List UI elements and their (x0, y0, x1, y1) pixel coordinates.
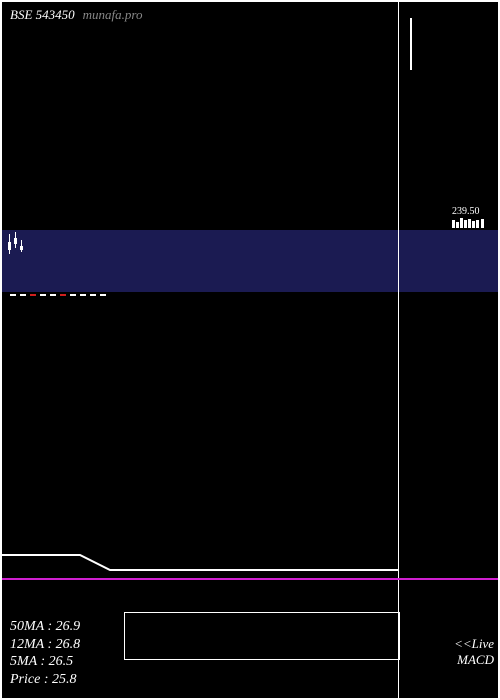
ticker-label: BSE 543450 (10, 7, 75, 22)
live-label: <<Live (454, 636, 494, 652)
candle (8, 242, 11, 250)
site-label: munafa.pro (83, 7, 143, 22)
dash-mark (10, 294, 16, 296)
high-wick (410, 18, 412, 70)
ma5-stat: 5MA : 26.5 (10, 653, 80, 671)
chart-frame (0, 0, 500, 700)
dash-mark (40, 294, 46, 296)
macd-panel (124, 612, 400, 660)
candle (460, 218, 463, 228)
dash-mark (50, 294, 56, 296)
candle (481, 219, 484, 228)
candle (456, 222, 459, 228)
dash-mark (60, 294, 66, 296)
price-band (2, 230, 498, 292)
candle (14, 238, 17, 244)
candle (472, 221, 475, 228)
ma50-stat: 50MA : 26.9 (10, 618, 80, 636)
ma-magenta-line (2, 578, 498, 580)
candle (464, 220, 467, 228)
vertical-gridline (398, 2, 399, 698)
dash-mark (70, 294, 76, 296)
stats-block: 50MA : 26.9 12MA : 26.8 5MA : 26.5 Price… (10, 618, 80, 688)
candle (476, 220, 479, 228)
chart-header: BSE 543450 munafa.pro (10, 6, 142, 24)
ma12-stat: 12MA : 26.8 (10, 636, 80, 654)
dash-mark (100, 294, 106, 296)
ma-overlay (0, 0, 500, 700)
price-stat: Price : 25.8 (10, 671, 80, 689)
dash-mark (30, 294, 36, 296)
candle (452, 220, 455, 228)
macd-label: MACD (457, 652, 494, 668)
dash-mark (90, 294, 96, 296)
candle (468, 219, 471, 228)
dash-mark (80, 294, 86, 296)
stock-chart: BSE 543450 munafa.pro 239.50 <<Live MACD… (0, 0, 500, 700)
price-label-right: 239.50 (452, 206, 480, 217)
dash-mark (20, 294, 26, 296)
candle (20, 246, 23, 250)
